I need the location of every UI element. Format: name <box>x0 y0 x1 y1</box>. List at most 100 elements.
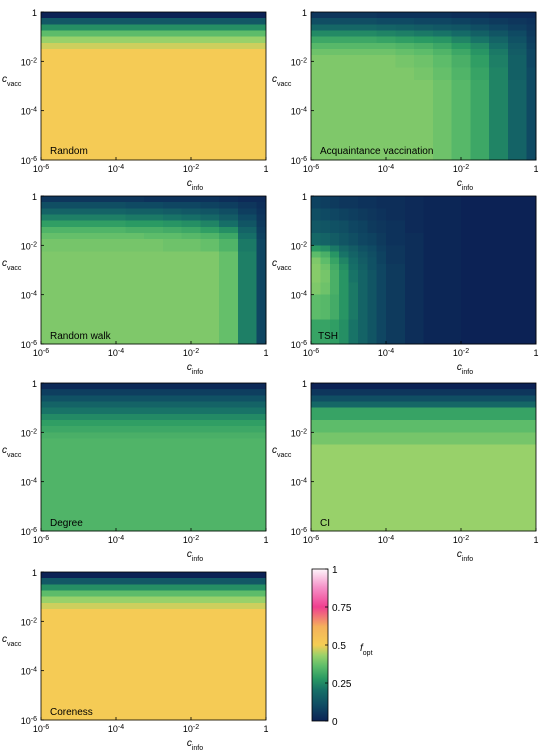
heatmap-cell <box>41 420 266 427</box>
x-tick-label: 10-4 <box>108 348 124 359</box>
y-tick-label: 10-6 <box>291 527 307 538</box>
x-axis-label: cinfo <box>187 362 203 376</box>
heatmap-cell <box>470 18 490 25</box>
heatmap-cell <box>41 572 266 579</box>
heatmap-cell <box>41 24 266 31</box>
heatmap-cell <box>367 294 378 320</box>
heatmap-cell <box>432 30 453 38</box>
y-tick-label: 1 <box>302 379 307 389</box>
heatmap-cell <box>432 67 453 81</box>
heatmap-cell <box>432 18 453 25</box>
x-tick-label: 1 <box>263 164 268 174</box>
heatmap-cell <box>339 196 349 209</box>
heatmap-cell <box>219 214 239 222</box>
heatmap-cell <box>219 196 239 203</box>
heatmap-cell <box>395 79 415 161</box>
heatmap-cell <box>311 220 321 234</box>
heatmap-cell <box>526 42 537 50</box>
heatmap-cell <box>41 202 126 209</box>
heatmap-cell <box>423 257 462 265</box>
heatmap-cell <box>489 24 509 31</box>
heatmap-cell <box>423 208 462 222</box>
heatmap-cell <box>461 196 537 209</box>
heatmap-cell <box>256 202 267 209</box>
heatmap-cell <box>404 245 424 252</box>
heatmap-cell <box>144 202 164 209</box>
heatmap-cell <box>461 270 537 283</box>
panel-random-walk: 10-6 10-4 10-2 1 1 10-2 10-4 10-6 cinfo cvacc Rand… <box>2 192 269 376</box>
heatmap-cell <box>414 49 434 56</box>
heatmap-cell <box>311 401 536 409</box>
y-axis-label: cvacc <box>2 258 22 272</box>
heatmap-cell <box>41 226 126 234</box>
heatmap-cell <box>41 602 266 610</box>
heatmap-cell <box>339 263 349 271</box>
heatmap-cell <box>357 257 368 265</box>
heatmap-cell <box>329 251 340 259</box>
heatmap-cell <box>386 319 406 345</box>
y-axis-label: cvacc <box>2 634 22 648</box>
heatmap-cell <box>526 12 537 19</box>
panel-label: Acquaintance vaccination <box>320 146 433 157</box>
panel-label: Degree <box>50 518 83 529</box>
y-tick-label: 10-2 <box>291 241 307 252</box>
x-tick-label: 10-2 <box>183 164 199 175</box>
x-tick-label: 10-6 <box>303 348 319 359</box>
panel-frame <box>40 382 267 532</box>
heatmap-cell <box>432 36 453 44</box>
heatmap-cell <box>125 196 145 203</box>
heatmap-cell <box>311 251 321 259</box>
heatmap-cell <box>451 42 471 50</box>
heatmap-cell <box>507 49 528 56</box>
heatmap-cell <box>256 239 267 252</box>
heatmap-cell <box>432 49 453 56</box>
heatmap-cell <box>395 42 415 50</box>
colorbar-tick-label: 0 <box>332 717 338 728</box>
heatmap-cell <box>376 257 387 265</box>
heatmap-cell <box>386 233 406 246</box>
heatmap-cell <box>311 196 321 209</box>
heatmap-cell <box>367 263 378 271</box>
y-tick-label: 1 <box>32 568 37 578</box>
heatmap-cell <box>181 239 201 252</box>
heatmap-cell <box>311 282 321 296</box>
heatmap-cell <box>311 12 378 19</box>
heatmap-cell <box>526 79 537 161</box>
x-tick-label: 10-6 <box>33 535 49 546</box>
heatmap-cell <box>451 24 471 31</box>
heatmap-cell <box>41 251 126 345</box>
heatmap-cell <box>461 263 537 271</box>
heatmap-cell <box>357 251 368 259</box>
heatmap-cell <box>219 233 239 240</box>
heatmap-cell <box>404 208 424 222</box>
heatmap-cell <box>219 202 239 209</box>
heatmap-cell <box>320 282 331 296</box>
heatmap-cell <box>423 251 462 259</box>
heatmap-cell <box>237 214 258 222</box>
heatmap-cell <box>461 282 537 296</box>
heatmap-cell <box>329 257 340 265</box>
heatmap-cell <box>507 42 528 50</box>
y-tick-label: 1 <box>32 192 37 202</box>
heatmap-cell <box>376 49 396 56</box>
heatmap-cell <box>386 220 406 234</box>
heatmap-cell <box>489 79 509 161</box>
heatmap-cell <box>237 251 258 345</box>
heatmap-cell <box>348 294 359 320</box>
y-tick-label: 10-4 <box>21 477 37 488</box>
heatmap-cell <box>162 220 183 228</box>
heatmap-cell <box>256 214 267 222</box>
heatmap-cell <box>470 30 490 38</box>
heatmap-cell <box>451 36 471 44</box>
heatmap-cell <box>339 251 349 259</box>
colorbar: 1 0.75 0.5 0.25 0 fopt <box>311 565 373 728</box>
heatmap-cell <box>41 609 266 721</box>
heatmap-cell <box>432 42 453 50</box>
heatmap-cell <box>376 263 387 271</box>
panel-label: CI <box>320 518 330 529</box>
heatmap-cell <box>320 233 331 246</box>
heatmap-cell <box>451 18 471 25</box>
heatmap-cell <box>339 208 349 222</box>
heatmap-cell <box>395 12 415 19</box>
